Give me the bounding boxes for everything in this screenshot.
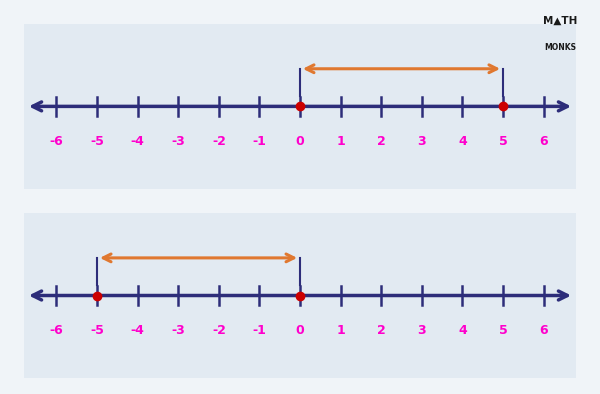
Text: -4: -4 (131, 135, 145, 148)
Text: |5| = 5: |5| = 5 (267, 243, 333, 261)
Text: -6: -6 (50, 324, 64, 337)
Text: 1: 1 (336, 324, 345, 337)
Text: -5: -5 (90, 324, 104, 337)
Text: -5: -5 (90, 135, 104, 148)
Text: -3: -3 (172, 324, 185, 337)
Text: -3: -3 (172, 135, 185, 148)
Text: 0: 0 (296, 324, 304, 337)
Text: -2: -2 (212, 324, 226, 337)
Text: -1: -1 (253, 135, 266, 148)
Text: M▲TH: M▲TH (542, 16, 577, 26)
Text: 4: 4 (458, 324, 467, 337)
Text: -6: -6 (50, 135, 64, 148)
Text: -1: -1 (253, 324, 266, 337)
Text: -2: -2 (212, 135, 226, 148)
Text: -4: -4 (131, 324, 145, 337)
Text: 1: 1 (336, 135, 345, 148)
Text: 6: 6 (539, 324, 548, 337)
Text: 5: 5 (499, 324, 508, 337)
Text: 4: 4 (458, 135, 467, 148)
Text: 3: 3 (418, 324, 426, 337)
Text: 3: 3 (418, 135, 426, 148)
Text: 2: 2 (377, 135, 386, 148)
Text: 5: 5 (499, 135, 508, 148)
Text: 2: 2 (377, 324, 386, 337)
Text: 6: 6 (539, 135, 548, 148)
Text: MONKS: MONKS (544, 43, 576, 52)
Text: 0: 0 (296, 135, 304, 148)
